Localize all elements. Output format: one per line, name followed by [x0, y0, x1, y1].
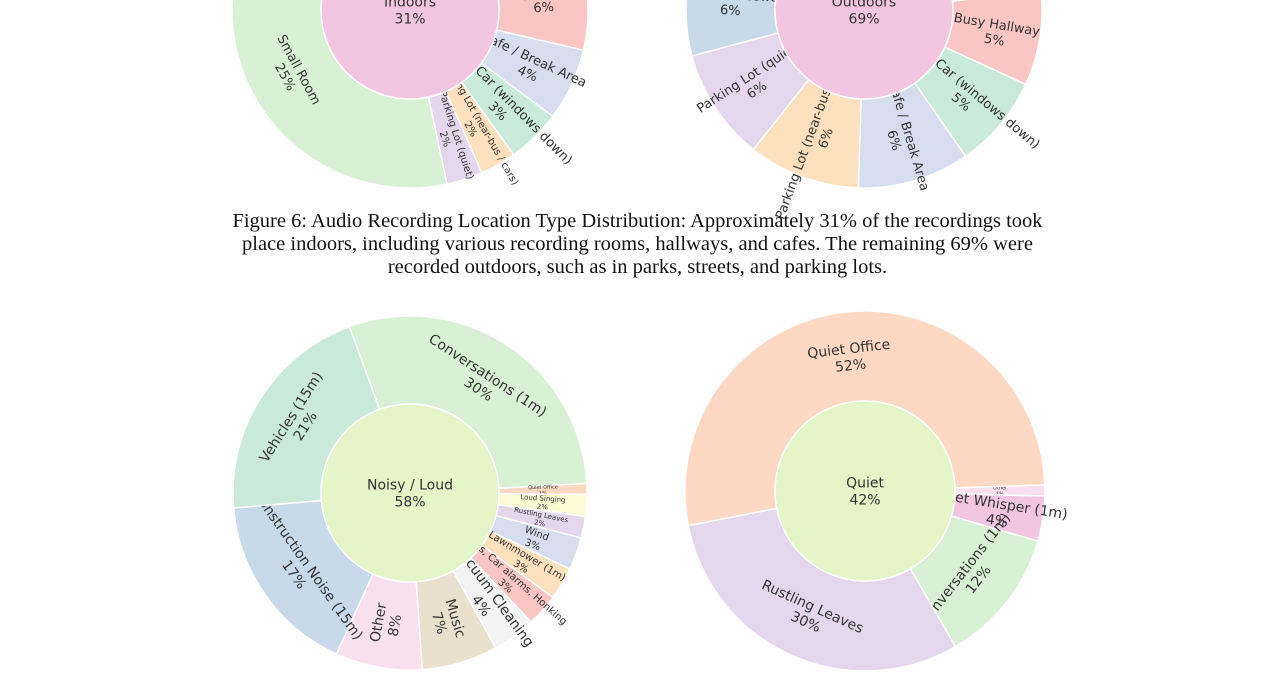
center-disc — [774, 400, 956, 582]
center-label: Quiet 42% — [846, 476, 884, 509]
figure-caption: Figure 6: Audio Recording Location Type … — [222, 210, 1053, 279]
wedge-label-3: Loud Singing2% — [519, 493, 565, 513]
caption-label: Figure 6: — [232, 210, 308, 232]
center-label: Indoors 31% — [384, 0, 436, 27]
sunburst-2: Small Room / Area2%Busy Hallway5%Inside … — [671, 0, 1043, 222]
wedge-label-7: Street / Crosswalk6% — [671, 0, 791, 22]
center-disc — [320, 403, 500, 583]
caption-text: Audio Recording Location Type Distributi… — [242, 210, 1043, 278]
center-disc — [320, 0, 500, 100]
sunburst-1: Small Room25%Office / desk area11%Medium… — [231, 0, 589, 189]
wedge-label-10: Other8% — [367, 601, 406, 646]
center-label: Noisy / Loud 58% — [367, 478, 453, 511]
wedge-label-9: Music7% — [425, 597, 468, 644]
center-disc — [774, 0, 954, 100]
sunburst-4: Other1%Quiet Whisper (1m)4%Conversations… — [684, 310, 1069, 672]
sunburst-3: Conversations (1m)30%Quiet Office1%Loud … — [232, 315, 588, 671]
wedge-label-4: Busy Hallway6% — [499, 0, 589, 19]
center-label: Outdoors 69% — [832, 0, 896, 27]
